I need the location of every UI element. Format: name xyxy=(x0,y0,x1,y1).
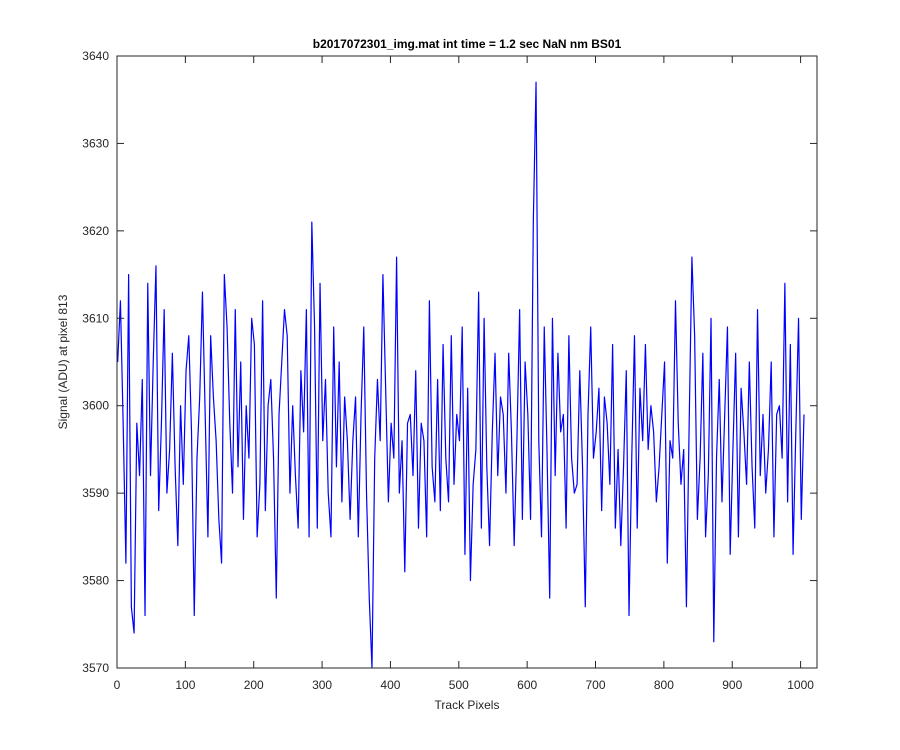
x-tick-label: 400 xyxy=(380,678,400,692)
chart-title: b2017072301_img.mat int time = 1.2 sec N… xyxy=(313,37,622,51)
x-axis-ticks: 0 100 200 300 400 500 600 700 800 900 1000 xyxy=(114,56,814,692)
x-tick-label: 100 xyxy=(175,678,195,692)
x-tick-label: 700 xyxy=(586,678,606,692)
y-tick-label: 3630 xyxy=(82,136,109,150)
plot-frame xyxy=(116,55,818,669)
y-tick-label: 3610 xyxy=(82,311,109,325)
y-tick-label: 3620 xyxy=(82,224,109,238)
y-tick-label: 3580 xyxy=(82,574,109,588)
plot-background xyxy=(117,56,817,668)
x-tick-label: 200 xyxy=(244,678,264,692)
x-tick-label: 600 xyxy=(517,678,537,692)
y-tick-label: 3640 xyxy=(82,49,109,63)
x-tick-label: 800 xyxy=(654,678,674,692)
x-tick-label: 1000 xyxy=(787,678,814,692)
x-tick-label: 500 xyxy=(449,678,469,692)
y-axis-label: Signal (ADU) at pixel 813 xyxy=(56,294,70,429)
x-tick-label: 900 xyxy=(722,678,742,692)
series-line xyxy=(117,81,805,668)
y-axis-ticks: 3570 3580 3590 3600 3610 3620 3630 3640 xyxy=(82,49,817,675)
x-axis-label: Track Pixels xyxy=(435,698,500,712)
y-tick-label: 3600 xyxy=(82,399,109,413)
x-tick-label: 0 xyxy=(114,678,121,692)
y-tick-label: 3570 xyxy=(82,661,109,675)
x-tick-label: 300 xyxy=(312,678,332,692)
y-tick-label: 3590 xyxy=(82,486,109,500)
